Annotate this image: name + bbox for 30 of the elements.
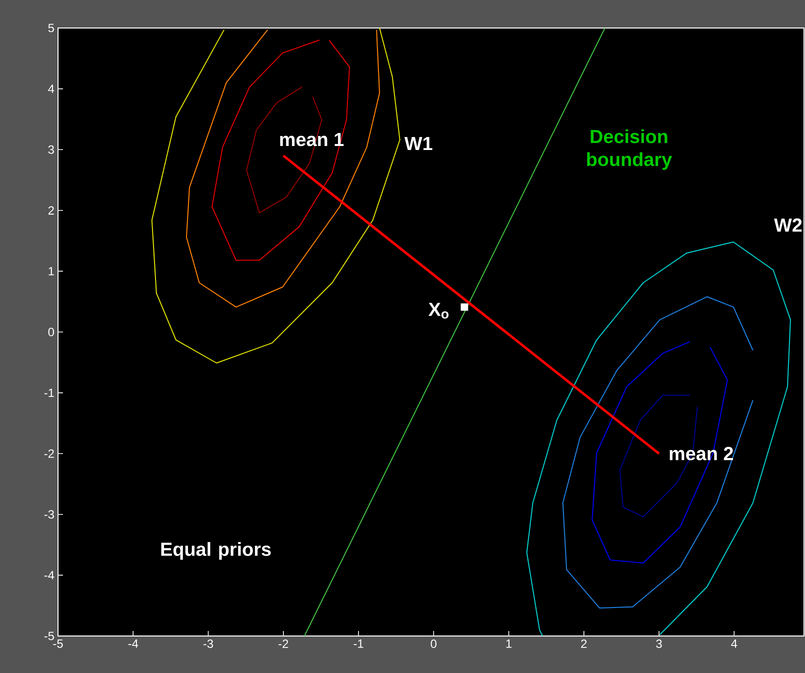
y-tick-label: -3 (44, 510, 54, 519)
line-series (562, 296, 754, 609)
y-tick-label: 5 (48, 24, 54, 32)
x-tick-label: 3 (656, 640, 662, 648)
x-tick-label: 2 (581, 640, 587, 648)
annotation: X$_{o}$ (428, 302, 448, 319)
x-tick-label: -3 (203, 640, 214, 648)
y-tick-label: 2 (48, 206, 54, 215)
x-tick-label: -4 (128, 640, 138, 648)
line-series (526, 242, 791, 636)
y-tick-label: -4 (44, 571, 54, 580)
line-series (186, 29, 380, 308)
y-tick-label: 4 (48, 84, 54, 93)
y-tick-label: -2 (44, 449, 54, 458)
annotation: Equal priors (161, 542, 271, 560)
line-series (151, 28, 400, 364)
annotation: Decision boundary (587, 129, 672, 170)
y-tick-label: -1 (44, 388, 54, 397)
y-tick-label: -5 (44, 632, 54, 640)
x-tick-label: -1 (354, 640, 364, 648)
x-tick-label: 0 (430, 640, 436, 648)
line-series (212, 40, 350, 261)
annotation: W1 (404, 137, 432, 150)
y-tick-label: 1 (48, 267, 54, 276)
y-tick-label: 3 (48, 145, 54, 154)
x-tick-label: -2 (278, 640, 288, 648)
y-tick-label: 0 (48, 328, 54, 336)
x-tick-label: 4 (731, 640, 738, 648)
annotation: W2 (774, 218, 802, 232)
x-tick-label: 1 (506, 640, 512, 648)
